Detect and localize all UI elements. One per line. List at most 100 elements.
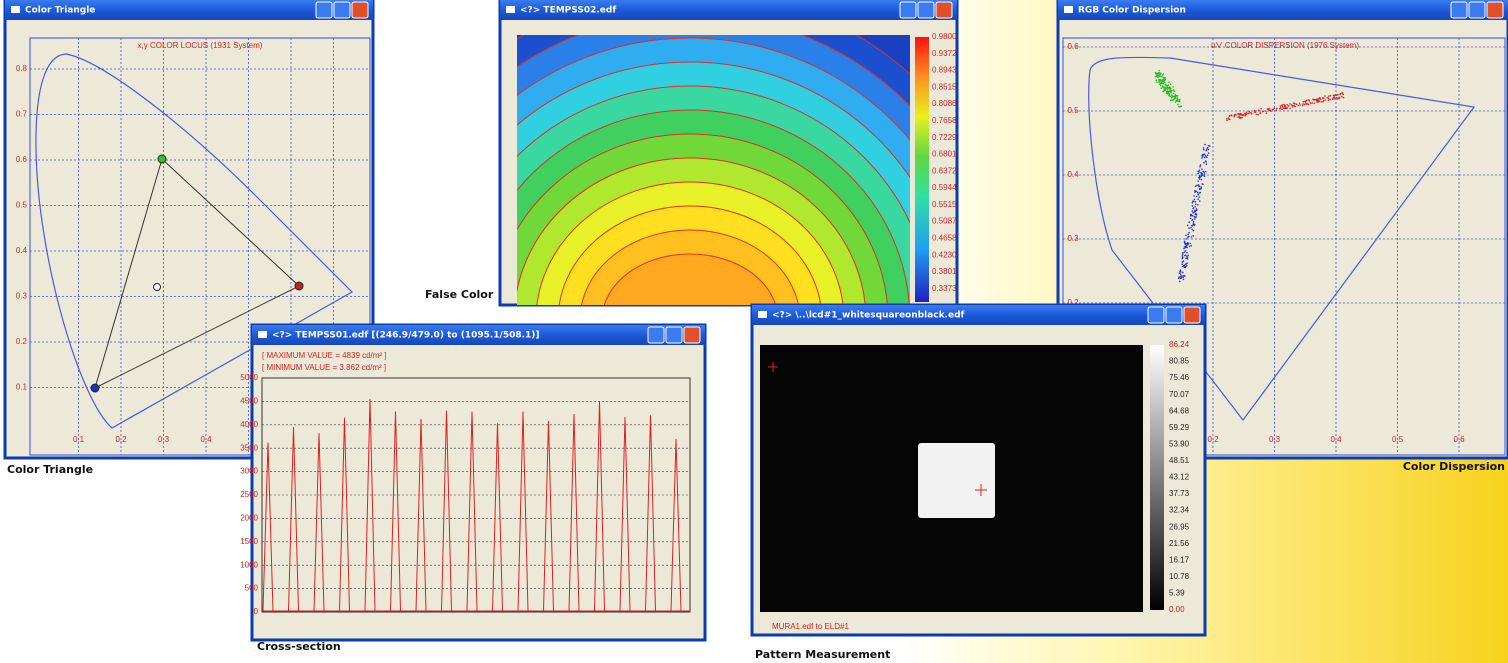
red-sample: [1226, 118, 1228, 120]
red-sample: [1334, 98, 1336, 100]
y-tick-label: 0.2: [16, 337, 28, 346]
y-tick-label: 0.1: [16, 383, 28, 392]
maximize-button[interactable]: [918, 2, 934, 18]
red-sample: [1246, 111, 1248, 113]
blue-sample: [1194, 218, 1196, 220]
red-sample: [1274, 107, 1276, 109]
y-tick-label: 0: [254, 607, 259, 616]
scale-label: 0.6372: [932, 166, 957, 175]
blue-sample: [1204, 157, 1206, 159]
red-sample: [1270, 110, 1272, 112]
close-button[interactable]: [684, 327, 700, 343]
blue-sample: [1195, 203, 1197, 205]
blue-sample: [1197, 173, 1199, 175]
maximize-button[interactable]: [334, 2, 350, 18]
scale-label: 16.17: [1169, 555, 1190, 564]
green-primary: [158, 155, 166, 163]
blue-sample: [1204, 144, 1206, 146]
close-button[interactable]: [1487, 2, 1503, 18]
red-sample: [1251, 113, 1253, 115]
red-sample: [1288, 105, 1290, 107]
blue-sample: [1192, 208, 1194, 210]
blue-sample: [1207, 147, 1209, 149]
blue-sample: [1199, 192, 1201, 194]
y-tick-label: 4500: [240, 397, 258, 406]
red-sample: [1272, 109, 1274, 111]
green-sample: [1172, 86, 1174, 88]
close-button[interactable]: [1184, 307, 1200, 323]
scale-label: 0.6801: [932, 150, 957, 159]
red-sample: [1337, 94, 1339, 96]
blue-sample: [1184, 255, 1186, 257]
blue-sample: [1188, 232, 1190, 234]
y-tick-label: 3000: [240, 467, 258, 476]
red-sample: [1341, 96, 1343, 98]
red-sample: [1241, 117, 1243, 119]
blue-sample: [1186, 262, 1188, 264]
maximize-button[interactable]: [666, 327, 682, 343]
y-tick-label: 1000: [240, 560, 258, 569]
window-title: RGB Color Dispersion: [1078, 6, 1186, 16]
red-sample: [1339, 97, 1341, 99]
blue-sample: [1196, 184, 1198, 186]
green-sample: [1167, 89, 1169, 91]
red-sample: [1268, 108, 1270, 110]
red-sample: [1324, 95, 1326, 97]
maximize-button[interactable]: [1166, 307, 1182, 323]
scale-label: 75.46: [1169, 373, 1190, 382]
blue-sample: [1192, 200, 1194, 202]
blue-sample: [1185, 238, 1187, 240]
minimize-button[interactable]: [1451, 2, 1467, 18]
y-tick-label: 0.3: [1067, 234, 1079, 243]
green-sample: [1161, 83, 1163, 85]
color-scale: [915, 37, 929, 302]
scale-label: 0.5944: [932, 183, 957, 192]
minimize-button[interactable]: [648, 327, 664, 343]
blue-sample: [1192, 202, 1194, 204]
blue-sample: [1191, 229, 1193, 231]
minimize-button[interactable]: [1148, 307, 1164, 323]
green-sample: [1164, 84, 1166, 86]
blue-sample: [1189, 246, 1191, 248]
maximize-button[interactable]: [1469, 2, 1485, 18]
red-sample: [1305, 102, 1307, 104]
blue-sample: [1182, 261, 1184, 263]
blue-sample: [1205, 155, 1207, 157]
red-sample: [1293, 104, 1295, 106]
blue-sample: [1183, 279, 1185, 281]
window-title: <?> TEMPSS02.edf: [520, 6, 616, 16]
footer-label: MURA1.edf to ELD#1: [772, 622, 849, 631]
blue-sample: [1205, 156, 1207, 158]
red-sample: [1258, 110, 1260, 112]
window-icon: [506, 6, 515, 13]
red-sample: [1231, 115, 1233, 117]
green-sample: [1164, 77, 1166, 79]
blue-sample: [1200, 164, 1202, 166]
red-sample: [1255, 111, 1257, 113]
green-sample: [1166, 93, 1168, 95]
y-tick-label: 0.5: [16, 201, 28, 210]
caption: Pattern Measurement: [755, 648, 890, 661]
red-sample: [1283, 107, 1285, 109]
min-label: [ MINIMUM VALUE = 3.862 cd/m² ]: [262, 363, 386, 372]
minimize-button[interactable]: [316, 2, 332, 18]
blue-sample: [1196, 214, 1198, 216]
red-sample: [1306, 100, 1308, 102]
minimize-button[interactable]: [900, 2, 916, 18]
red-sample: [1229, 119, 1231, 121]
scale-label: 0.4230: [932, 250, 957, 259]
scale-label: 64.68: [1169, 406, 1190, 415]
white-square: [918, 443, 995, 518]
scale-label: 0.5087: [932, 217, 957, 226]
window: <?> TEMPSS01.edf [(246.9/479.0) to (1095…: [240, 325, 705, 640]
blue-sample: [1208, 149, 1210, 151]
blue-sample: [1201, 155, 1203, 157]
blue-sample: [1195, 190, 1197, 192]
red-sample: [1245, 113, 1247, 115]
close-button[interactable]: [936, 2, 952, 18]
red-sample: [1330, 95, 1332, 97]
red-sample: [1337, 98, 1339, 100]
green-sample: [1176, 95, 1178, 97]
close-button[interactable]: [352, 2, 368, 18]
x-tick-label: 0.2: [115, 435, 127, 444]
